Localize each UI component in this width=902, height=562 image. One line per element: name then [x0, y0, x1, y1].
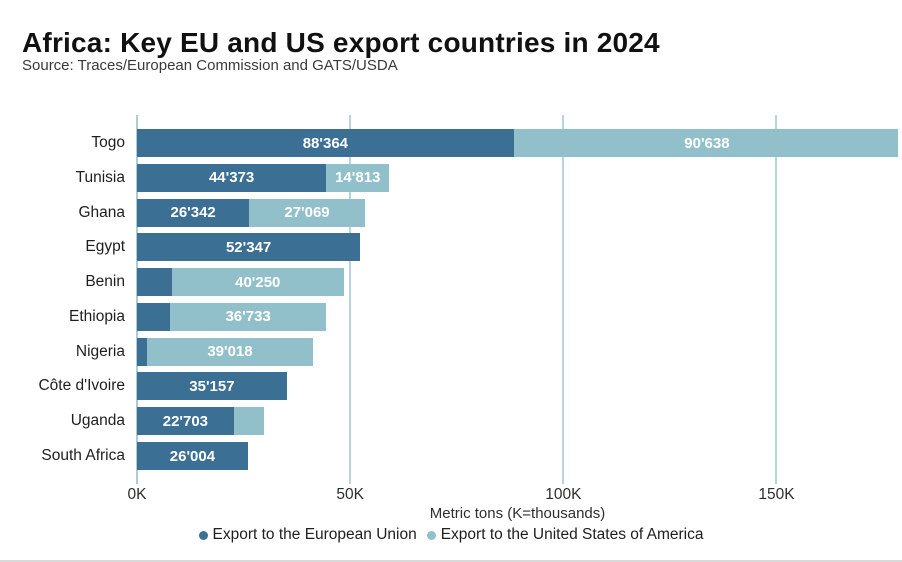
bar-row: 44'373 14'813: [137, 163, 390, 192]
bar-row: 36'733: [137, 302, 327, 331]
category-label: Ethiopia: [68, 307, 125, 325]
bars-layer: 88'364 90'638 44'373 14'813 26'342 27'069 52'3…: [137, 112, 898, 484]
bar-row: 26'342 27'069: [137, 198, 365, 227]
x-tick-label: 0K: [127, 486, 147, 503]
bar-row: 88'364 90'638: [137, 129, 898, 157]
eu-bar-segment: 26'342: [137, 198, 250, 227]
gridline-50k: [349, 115, 352, 484]
legend-item-us: Export to the United States of America: [426, 526, 704, 544]
bar-value-label: 36'733: [225, 308, 271, 326]
bar-row: 26'004: [137, 442, 248, 471]
bar-value-label: 22'703: [162, 412, 209, 430]
category-label: South Africa: [41, 447, 125, 465]
eu-bar-segment: 35'157: [137, 372, 287, 401]
eu-bar-segment: 26'004: [137, 442, 248, 471]
bar-row: 40'250: [137, 268, 344, 297]
us-bar-segment: 27'069: [249, 198, 365, 227]
eu-bar-segment: [137, 268, 172, 297]
us-bar-segment: 14'813: [326, 163, 390, 192]
eu-bar-segment: 52'347: [137, 233, 361, 262]
category-label: Côte d'Ivoire: [38, 377, 125, 395]
eu-bar-segment: 22'703: [137, 407, 234, 436]
eu-bar-segment: 88'364: [137, 129, 514, 157]
us-bar-segment: 40'250: [171, 268, 344, 297]
bar-value-label: 88'364: [302, 134, 348, 152]
category-label: Uganda: [70, 412, 125, 430]
x-axis: 0K 50K 100K 150K: [0, 486, 902, 506]
category-label: Ghana: [78, 203, 125, 221]
plot-area: 88'364 90'638 44'373 14'813 26'342 27'069 52'3…: [136, 112, 898, 484]
bar-value-label: 27'069: [284, 204, 330, 222]
bar-value-label: 39'018: [207, 343, 253, 361]
gridline-100k: [562, 115, 565, 484]
category-label: Togo: [91, 134, 125, 151]
bar-row: 22'703: [137, 407, 265, 436]
legend-dot-icon: [426, 530, 436, 540]
source-caption: Source: Traces/European Commission and G…: [22, 57, 398, 74]
page-title: Africa: Key EU and US export countries i…: [22, 26, 660, 58]
category-label: Benin: [85, 273, 125, 291]
bar-value-label: 26'342: [170, 204, 216, 222]
bar-row: 39'018: [137, 337, 314, 366]
category-label: Tunisia: [75, 168, 125, 186]
category-label: Egypt: [85, 238, 125, 256]
legend: Export to the European Union Export to th…: [0, 526, 902, 544]
eu-bar-segment: 44'373: [137, 163, 327, 192]
eu-bar-segment: [137, 337, 147, 366]
category-label: Nigeria: [75, 342, 125, 360]
gridline-0k: [136, 115, 138, 484]
us-bar-segment: [233, 407, 265, 436]
bar-row: 52'347: [137, 233, 361, 262]
bar-value-label: 90'638: [684, 134, 730, 152]
eu-bar-segment: [137, 302, 170, 331]
x-axis-title: Metric tons (K=thousands): [429, 505, 606, 522]
category-axis: Togo Tunisia Ghana Egypt Benin Ethiopia Nigeri…: [0, 112, 131, 484]
bar-value-label: 52'347: [225, 238, 272, 256]
legend-dot-icon: [198, 530, 208, 540]
bar-row: 35'157: [137, 372, 287, 401]
x-tick-label: 150K: [758, 486, 795, 503]
bar-value-label: 35'157: [189, 377, 235, 395]
us-bar-segment: 36'733: [169, 302, 327, 331]
legend-label: Export to the European Union: [212, 526, 417, 543]
x-tick-label: 50K: [336, 486, 364, 503]
x-tick-label: 100K: [545, 486, 582, 503]
gridline-150k: [775, 115, 778, 484]
bar-value-label: 44'373: [208, 169, 255, 187]
bar-value-label: 26'004: [169, 447, 216, 465]
legend-item-eu: Export to the European Union: [198, 526, 417, 544]
bar-value-label: 14'813: [335, 169, 381, 187]
us-bar-segment: 39'018: [146, 337, 314, 366]
legend-label: Export to the United States of America: [440, 526, 704, 543]
us-bar-segment: 90'638: [513, 129, 898, 157]
bar-value-label: 40'250: [235, 273, 281, 291]
